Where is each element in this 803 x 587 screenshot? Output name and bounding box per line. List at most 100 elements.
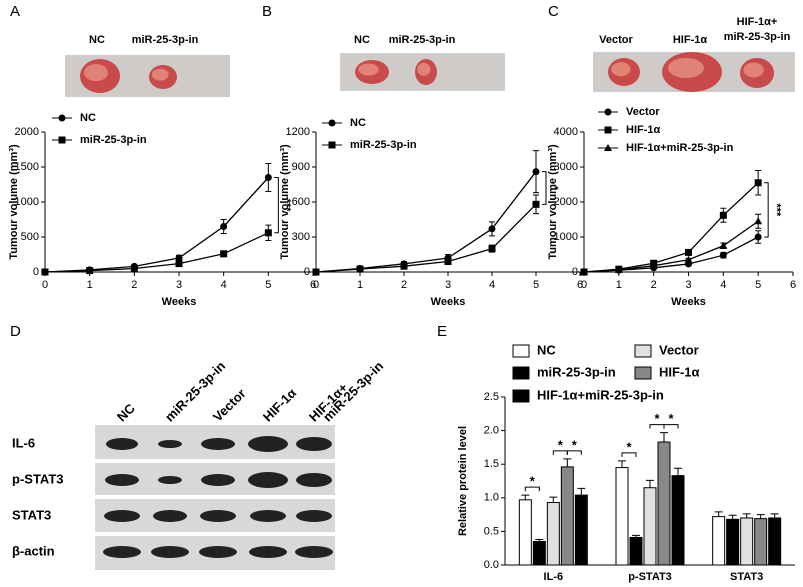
marker [264,174,272,181]
legend-label: NC [350,117,366,129]
blot-band [296,437,332,451]
error-bar [577,487,586,496]
marker [604,144,612,151]
line [315,203,537,273]
bar [671,475,685,566]
y-tick-label: 1.0 [484,492,499,504]
marker [754,217,763,225]
blot-band [201,474,235,486]
blot-band [199,546,237,558]
significance-bracket [524,486,540,492]
marker [175,254,183,262]
blot-row-label: p-STAT3 [12,471,64,486]
blot-band [296,510,332,522]
significance-bracket [542,171,547,205]
significance-bracket [566,450,582,455]
legend-label: NC [537,342,556,357]
legend-label: Vector [626,106,660,118]
blot-band [103,546,141,558]
bar [740,517,754,566]
photo-label: NC [89,34,105,46]
marker [86,267,94,275]
blot-band [296,473,332,487]
marker [532,168,540,176]
marker [719,251,727,259]
marker [220,250,228,258]
marker [328,119,336,127]
blot-band [201,438,235,450]
x-tick-label: 4 [221,279,227,291]
significance-bracket [274,177,279,234]
y-tick-label: 0 [33,266,39,278]
blot-band [250,510,286,522]
x-tick-label: 5 [265,279,271,291]
blot-band [151,546,189,558]
y-tick-label: 1.5 [484,458,499,470]
marker [754,179,762,187]
y-tick-label: 0 [572,266,578,278]
marker [754,233,762,241]
line [583,236,759,273]
marker [356,265,364,273]
marker [264,229,272,237]
x-axis-label: Weeks [162,296,197,308]
bar [754,518,768,566]
marker [312,268,320,276]
x-tick-label: 6 [577,279,583,291]
error-bar [674,467,682,476]
tumour-highlight [151,68,169,81]
y-tick-label: 0.5 [484,525,499,537]
tumour-highlight [743,62,764,78]
y-tick-label: 1000 [15,196,39,208]
bar [712,516,726,566]
error-bar [618,460,626,468]
significance-label: * [668,411,674,426]
legend-label: HIF-1α [626,124,661,136]
legend-label: miR-25-3p-in [350,139,417,151]
marker [488,245,496,253]
bar [657,441,671,566]
photo-label: Vector [599,34,633,46]
legend-label: HIF-1α+miR-25-3p-in [537,387,664,402]
blot-band [105,474,139,486]
y-tick-label: 3000 [554,161,578,173]
y-axis-label: Tumour volume (mm³) [279,144,291,260]
significance-bracket [663,424,679,429]
blot-lane-label: HIF-1α [260,385,299,424]
error-bar [756,514,765,519]
y-tick-label: 1500 [15,161,39,173]
significance-label: *** [280,199,292,213]
blot-row-label: β-actin [12,543,55,558]
marker [580,268,588,275]
tumour-highlight [611,62,631,77]
blot-band [153,510,187,522]
marker [488,225,496,233]
y-tick-label: 2.5 [484,391,499,403]
bar [615,467,629,566]
x-tick-label: 6 [310,279,316,291]
bar [518,499,532,566]
significance-bracket [621,452,637,457]
photo-label: miR-25-3p-in [724,31,791,43]
legend-label: miR-25-3p-in [537,364,616,379]
significance-label: * [626,439,632,454]
error-bar [770,513,779,518]
y-tick-label: 2000 [554,196,578,208]
significance-label: * [530,474,536,489]
y-axis-label: Relative protein level [457,426,469,536]
line [44,177,269,273]
blot-band [295,546,333,558]
bar [546,502,560,566]
y-tick-label: 1200 [286,126,310,138]
legend-swatch [512,344,530,358]
line [315,171,537,273]
significance-label: * [558,437,564,452]
marker [604,108,612,116]
panel-label: A [10,3,20,20]
marker [444,258,452,265]
x-tick-label: 1 [616,279,622,291]
marker [532,200,540,208]
marker [719,211,727,219]
marker [614,265,623,273]
